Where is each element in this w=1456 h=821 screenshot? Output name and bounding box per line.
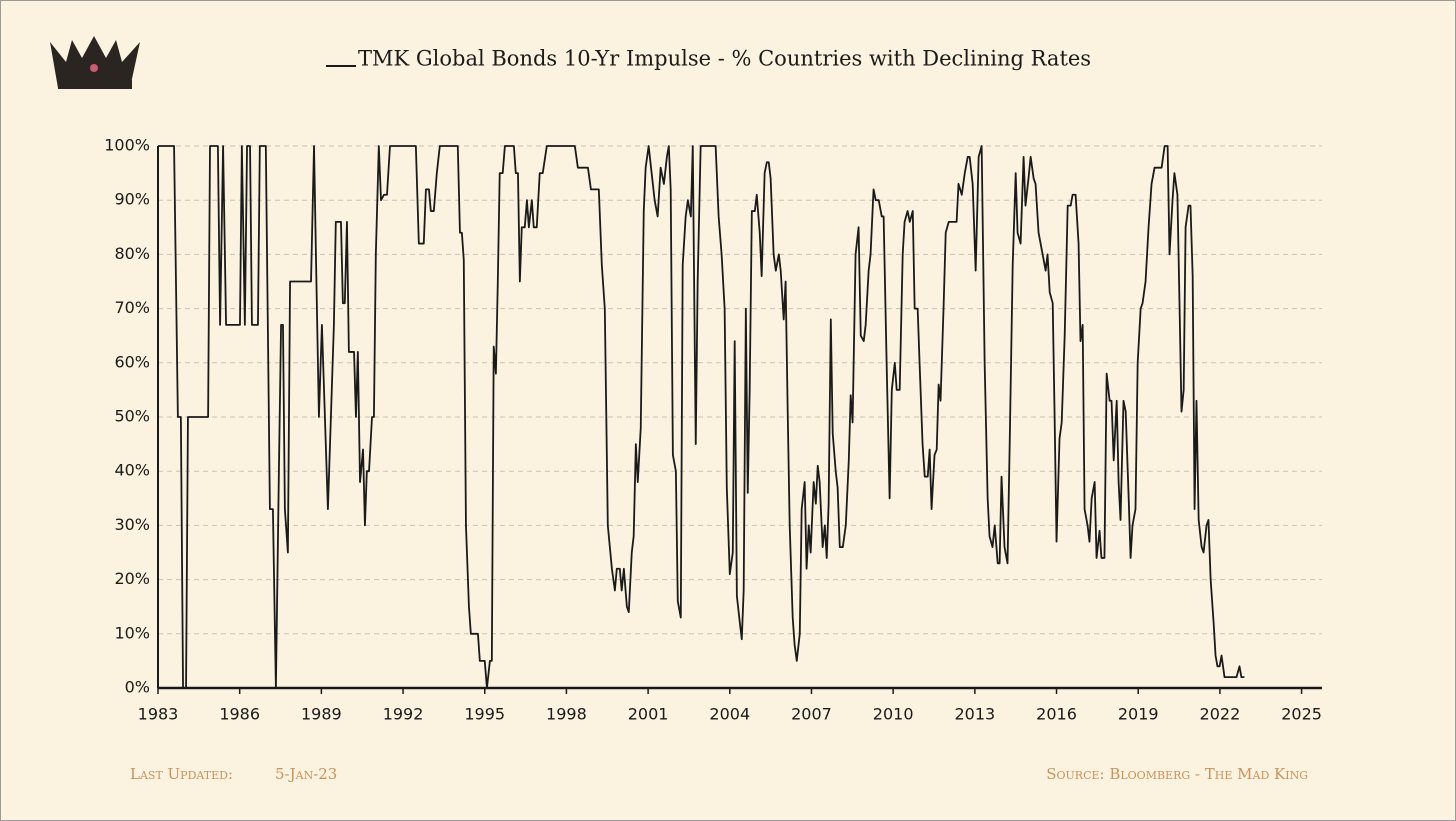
x-tick-label: 1983 (138, 705, 179, 724)
x-tick-label: 2013 (954, 705, 995, 724)
y-tick-label: 0% (125, 678, 150, 697)
x-tick-label: 2022 (1200, 705, 1241, 724)
x-tick-label: 2019 (1118, 705, 1159, 724)
y-tick-label: 90% (114, 190, 150, 209)
y-tick-label: 20% (114, 569, 150, 588)
x-tick-label: 1995 (464, 705, 505, 724)
x-tick-label: 1992 (383, 705, 424, 724)
crown-logo (50, 36, 140, 89)
x-tick-label: 1989 (301, 705, 342, 724)
y-tick-label: 80% (114, 244, 150, 263)
y-tick-label: 50% (114, 407, 150, 426)
y-tick-label: 40% (114, 461, 150, 480)
x-tick-label: 2004 (709, 705, 750, 724)
footer-source: Source: Bloomberg - The Mad King (1046, 765, 1308, 783)
x-tick-label: 2016 (1036, 705, 1077, 724)
x-tick-label: 2001 (628, 705, 669, 724)
x-tick-label: 2025 (1281, 705, 1322, 724)
y-tick-label: 60% (114, 352, 150, 371)
legend-label: TMK Global Bonds 10-Yr Impulse - % Count… (358, 47, 1091, 71)
y-tick-label: 30% (114, 515, 150, 534)
y-tick-label: 100% (104, 136, 150, 155)
x-tick-label: 1986 (219, 705, 260, 724)
data-line (158, 145, 1245, 689)
footer-date: 5-Jan-23 (275, 765, 337, 783)
y-tick-label: 70% (114, 298, 150, 317)
x-tick-label: 2007 (791, 705, 832, 724)
y-tick-label: 10% (114, 623, 150, 642)
x-tick-label: 2010 (873, 705, 914, 724)
footer-label: Last Updated: (130, 765, 233, 783)
x-tick-label: 1998 (546, 705, 587, 724)
